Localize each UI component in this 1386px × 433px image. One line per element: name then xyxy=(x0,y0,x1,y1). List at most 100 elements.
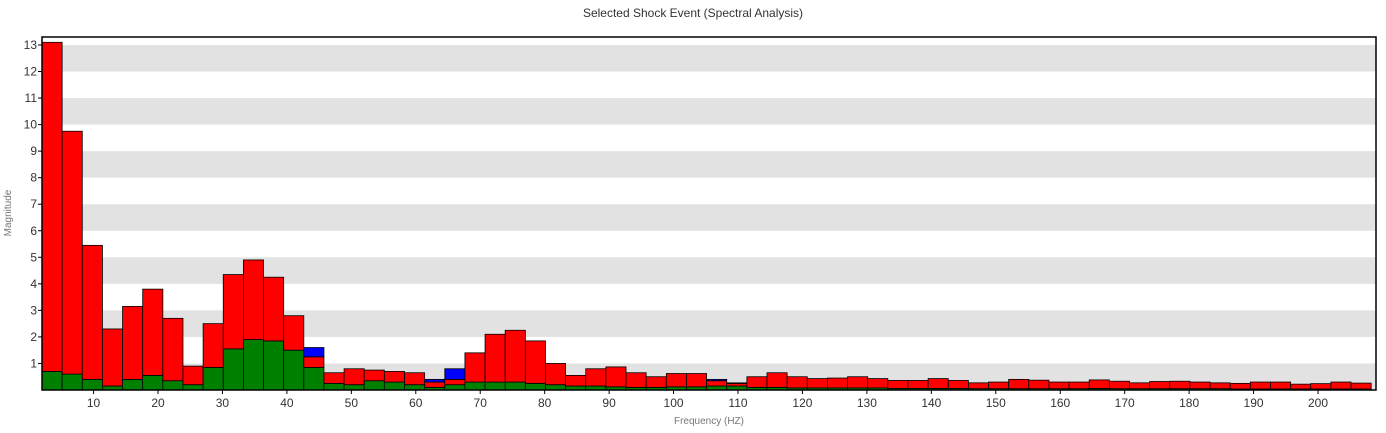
bar-segment xyxy=(383,371,405,383)
bar-segment xyxy=(1330,381,1352,390)
bar-segment xyxy=(41,41,63,372)
bar-segment xyxy=(263,276,285,342)
bar-segment xyxy=(847,376,869,389)
bar-segment xyxy=(1088,379,1110,389)
bar-segment xyxy=(142,375,164,391)
bar-segment xyxy=(504,381,526,391)
bar-segment xyxy=(1129,382,1151,390)
x-axis-ticks: 10 20 30 40 50 60 70 80 90 100 110 120 130 140 150 160 1… xyxy=(87,390,1328,410)
bar-segment xyxy=(1290,383,1312,390)
bar-segment xyxy=(1169,380,1191,390)
bar-segment xyxy=(524,340,546,384)
bar-segment xyxy=(404,372,426,386)
x-tick-label: 170 xyxy=(1115,396,1135,410)
plot-frame xyxy=(41,36,1377,391)
bar-segment xyxy=(303,367,325,391)
bar-segment xyxy=(1229,382,1251,390)
x-tick-label: 120 xyxy=(792,396,812,410)
bar-segment xyxy=(323,382,345,391)
bar-segment xyxy=(444,378,466,386)
bar-segment xyxy=(1189,381,1211,390)
bar-segment xyxy=(142,288,164,376)
bar-segment xyxy=(827,377,848,389)
y-tick-label: 5 xyxy=(30,250,37,264)
bar-segment xyxy=(81,244,103,380)
y-tick-label: 3 xyxy=(30,303,37,317)
x-tick-label: 110 xyxy=(728,396,747,410)
x-tick-label: 140 xyxy=(921,396,941,410)
bar-segment xyxy=(102,328,123,387)
y-tick-label: 4 xyxy=(30,277,37,291)
bar-segment xyxy=(927,378,949,389)
bar-segment xyxy=(605,366,627,388)
bar-segment xyxy=(1108,380,1130,390)
bar-segment xyxy=(222,348,244,391)
bar-segment xyxy=(1310,383,1332,390)
x-tick-label: 40 xyxy=(280,396,294,410)
x-tick-label: 50 xyxy=(345,396,359,410)
bar-segment xyxy=(303,347,325,358)
bar-segment xyxy=(1008,378,1030,390)
bar-segment xyxy=(404,384,426,391)
bar-segment xyxy=(464,352,486,383)
grid-band xyxy=(42,44,1376,72)
bar-segment xyxy=(645,376,667,388)
bar-segment xyxy=(947,380,969,389)
bar-segment xyxy=(182,384,204,391)
bar-segment xyxy=(81,378,103,391)
x-tick-label: 200 xyxy=(1308,396,1328,410)
x-axis-label: Frequency (HZ) xyxy=(674,416,744,427)
bar-segment xyxy=(545,384,567,391)
bar-segment xyxy=(1048,381,1070,390)
y-tick-label: 13 xyxy=(24,38,38,52)
bar-segment xyxy=(61,373,83,391)
bar-segment xyxy=(61,130,83,375)
bar-segment xyxy=(464,381,486,391)
y-tick-label: 6 xyxy=(30,224,37,238)
chart-title: Selected Shock Event (Spectral Analysis) xyxy=(582,6,804,20)
x-tick-label: 30 xyxy=(216,396,230,410)
bar-segment xyxy=(424,378,446,383)
bar-segment xyxy=(484,381,506,391)
bar-segment xyxy=(1068,381,1090,390)
bar-segment xyxy=(1270,381,1292,390)
x-tick-label: 190 xyxy=(1244,396,1264,410)
bar-segment xyxy=(343,384,365,391)
x-tick-label: 100 xyxy=(664,396,684,410)
bar-segment xyxy=(766,372,788,388)
bar-segment xyxy=(1249,381,1271,390)
x-tick-label: 10 xyxy=(87,396,101,410)
y-axis-label: Magnitude xyxy=(3,189,14,236)
bar-segment xyxy=(524,382,546,391)
bar-segment xyxy=(122,378,144,391)
bar-segment xyxy=(565,375,587,387)
bar-segment xyxy=(162,380,184,391)
y-tick-label: 2 xyxy=(30,330,37,344)
y-tick-label: 7 xyxy=(30,197,37,211)
bar-segment xyxy=(907,380,929,389)
bar-segment xyxy=(867,378,889,389)
x-tick-label: 160 xyxy=(1050,396,1070,410)
x-tick-label: 20 xyxy=(151,396,165,410)
bar-segment xyxy=(967,382,989,390)
bar-segment xyxy=(504,329,526,383)
y-tick-label: 10 xyxy=(24,118,38,132)
bar-segment xyxy=(786,376,808,389)
grid-band xyxy=(42,98,1376,125)
bar-segment xyxy=(242,339,264,391)
bar-segment xyxy=(746,376,768,388)
bar-segment xyxy=(263,340,285,391)
bar-segment xyxy=(122,305,144,380)
bar-segment xyxy=(444,368,466,380)
bar-segment xyxy=(806,378,828,389)
bar-segment xyxy=(1209,382,1231,390)
y-tick-label: 12 xyxy=(24,65,38,79)
bar-segment xyxy=(323,372,345,384)
x-tick-label: 90 xyxy=(602,396,616,410)
x-tick-label: 70 xyxy=(474,396,488,410)
bar-segment xyxy=(1350,382,1372,390)
x-tick-label: 180 xyxy=(1179,396,1199,410)
x-tick-label: 150 xyxy=(986,396,1006,410)
